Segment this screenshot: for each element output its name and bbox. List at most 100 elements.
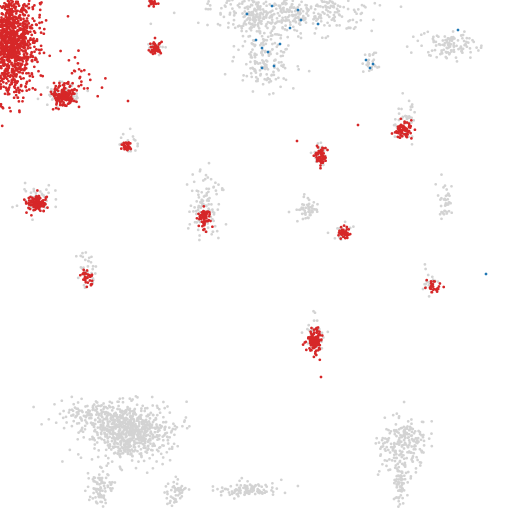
data-point [7, 51, 10, 54]
data-point [75, 95, 78, 98]
data-point [144, 440, 147, 443]
data-point [275, 487, 278, 490]
data-point [88, 438, 91, 441]
data-point [410, 51, 413, 54]
data-point [122, 417, 125, 420]
data-point [159, 52, 162, 55]
data-point [323, 24, 326, 27]
data-point [397, 505, 400, 508]
data-point [357, 124, 360, 127]
data-point [271, 14, 274, 17]
data-point [148, 424, 151, 427]
data-point [3, 52, 6, 55]
data-point [24, 49, 27, 52]
data-point [252, 90, 255, 93]
data-point [1, 25, 4, 28]
data-point [134, 149, 137, 152]
data-point [197, 193, 200, 196]
data-point [344, 220, 347, 223]
data-point [381, 463, 384, 466]
data-point [83, 69, 86, 72]
data-point [278, 61, 281, 64]
data-point [188, 210, 191, 213]
data-point [297, 68, 300, 71]
data-point [405, 457, 408, 460]
data-point [152, 421, 155, 424]
data-point [320, 20, 323, 23]
data-point [215, 189, 218, 192]
data-point [415, 437, 418, 440]
data-point [227, 26, 230, 29]
data-point [90, 255, 93, 258]
data-point [279, 4, 282, 7]
data-point [315, 4, 318, 7]
data-point [399, 503, 402, 506]
data-point [124, 146, 127, 149]
data-point [61, 460, 64, 463]
data-point [193, 206, 196, 209]
data-point [210, 203, 213, 206]
data-point [118, 397, 121, 400]
data-point [442, 43, 445, 46]
data-point [136, 450, 139, 453]
data-point [225, 1, 228, 4]
data-point [68, 409, 71, 412]
data-point [412, 452, 415, 455]
data-point [270, 80, 273, 83]
data-point [424, 268, 427, 271]
data-point [111, 433, 114, 436]
data-point [181, 425, 184, 428]
data-point [166, 435, 169, 438]
data-point [149, 435, 152, 438]
data-point [57, 108, 60, 111]
data-point [361, 62, 364, 65]
data-point [33, 20, 36, 23]
data-point [315, 336, 318, 339]
data-point [18, 111, 21, 114]
data-point [176, 478, 179, 481]
data-point [299, 32, 302, 35]
data-point [250, 42, 253, 45]
data-point [257, 22, 260, 25]
data-point [313, 17, 316, 20]
data-point [259, 14, 262, 17]
data-point [143, 420, 146, 423]
data-point [248, 0, 251, 2]
data-point [288, 14, 291, 17]
data-point [324, 4, 327, 7]
data-point [405, 443, 408, 446]
data-point [151, 404, 154, 407]
data-point [99, 424, 102, 427]
data-point [372, 63, 375, 66]
data-point [166, 503, 169, 506]
data-point [102, 470, 105, 473]
data-point [404, 133, 407, 136]
data-point [43, 28, 46, 31]
data-point [71, 408, 74, 411]
data-point [99, 426, 102, 429]
data-point [155, 423, 158, 426]
data-point [32, 406, 35, 409]
data-point [337, 234, 340, 237]
data-point [16, 81, 19, 84]
data-point [262, 38, 265, 41]
data-point [258, 19, 261, 22]
data-point [274, 42, 277, 45]
data-point [126, 149, 129, 152]
data-point [265, 39, 268, 42]
data-point [62, 417, 65, 420]
data-point [107, 462, 110, 465]
data-point [126, 451, 129, 454]
data-point [151, 396, 154, 399]
data-point [120, 417, 123, 420]
data-point [253, 52, 256, 55]
data-point [11, 206, 14, 209]
data-point [90, 261, 93, 264]
data-point [155, 460, 158, 463]
data-point [452, 30, 455, 33]
data-point [307, 217, 310, 220]
data-point [132, 135, 135, 138]
data-point [13, 24, 16, 27]
data-point [245, 30, 248, 33]
